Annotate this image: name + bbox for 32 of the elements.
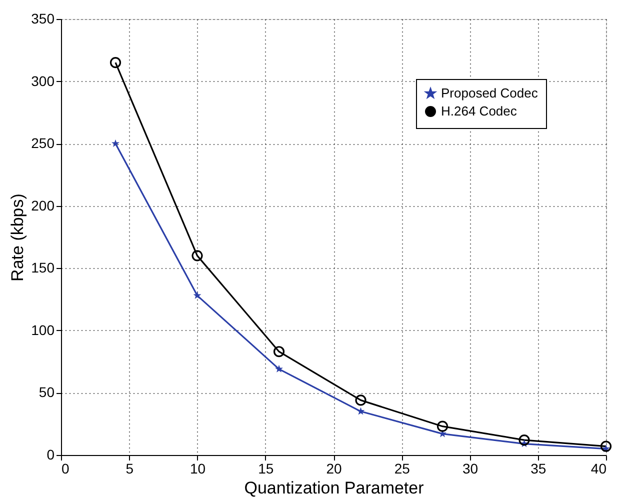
point [356,407,365,415]
legend-label: Proposed Codec [441,86,538,100]
x-tick-label: 5 [126,460,134,476]
y-tick-label: 350 [31,10,55,26]
legend-label: H.264 Codec [441,104,518,118]
x-tick-label: 30 [462,460,478,476]
y-tick-label: 150 [31,260,55,276]
x-tick-label: 35 [530,460,546,476]
y-tick-label: 200 [31,197,55,214]
point [192,250,203,262]
point [273,346,285,358]
y-tick-label: 50 [38,384,55,400]
y-tick-label: 300 [31,72,55,89]
y-tick-label: 0 [46,446,55,462]
point [518,434,530,446]
point [193,291,202,299]
point [110,57,122,68]
point [112,139,120,147]
point [436,420,448,432]
x-axis-title: Quantization Parameter [244,478,424,498]
x-tick-label: 20 [326,460,342,476]
x-tick-label: 40 [590,460,607,476]
point [600,440,612,452]
point [355,394,366,406]
x-tick-label: 10 [190,460,206,476]
point [275,364,283,372]
x-tick-label: 15 [258,460,274,476]
x-tick-label: 25 [394,460,410,476]
x-tick-label: 0 [62,460,70,476]
y-tick-label: 100 [31,322,55,338]
y-tick-label: 250 [31,135,55,152]
y-axis-title: Rate (kbps) [8,194,28,282]
